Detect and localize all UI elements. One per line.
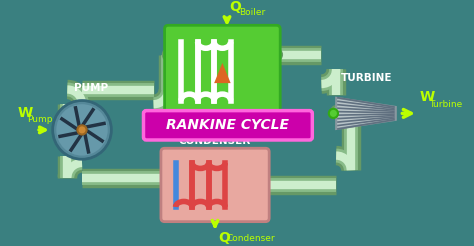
Circle shape [332,106,341,115]
Circle shape [53,101,111,159]
Circle shape [56,104,108,155]
Circle shape [271,49,282,60]
Text: Boiler: Boiler [239,8,265,17]
Text: W: W [18,106,33,120]
Circle shape [329,109,338,118]
Text: RANKINE CYCLE: RANKINE CYCLE [166,118,290,132]
FancyBboxPatch shape [161,148,269,222]
Text: PUMP: PUMP [74,83,108,93]
Polygon shape [214,63,231,83]
Text: W: W [419,90,435,104]
Text: Condenser: Condenser [227,233,275,243]
Text: Q: Q [218,231,230,245]
Circle shape [77,125,87,135]
Text: Turbine: Turbine [429,100,462,109]
FancyBboxPatch shape [164,25,280,117]
Text: CONDENSER: CONDENSER [179,137,251,146]
Text: Pump: Pump [27,115,53,124]
Polygon shape [336,98,396,129]
Circle shape [334,108,338,113]
Circle shape [166,52,171,57]
Text: BOILER: BOILER [201,121,244,131]
Circle shape [163,49,174,60]
Circle shape [274,52,279,57]
FancyBboxPatch shape [144,111,312,140]
Text: Q: Q [230,0,242,14]
Text: TURBINE: TURBINE [341,73,392,83]
